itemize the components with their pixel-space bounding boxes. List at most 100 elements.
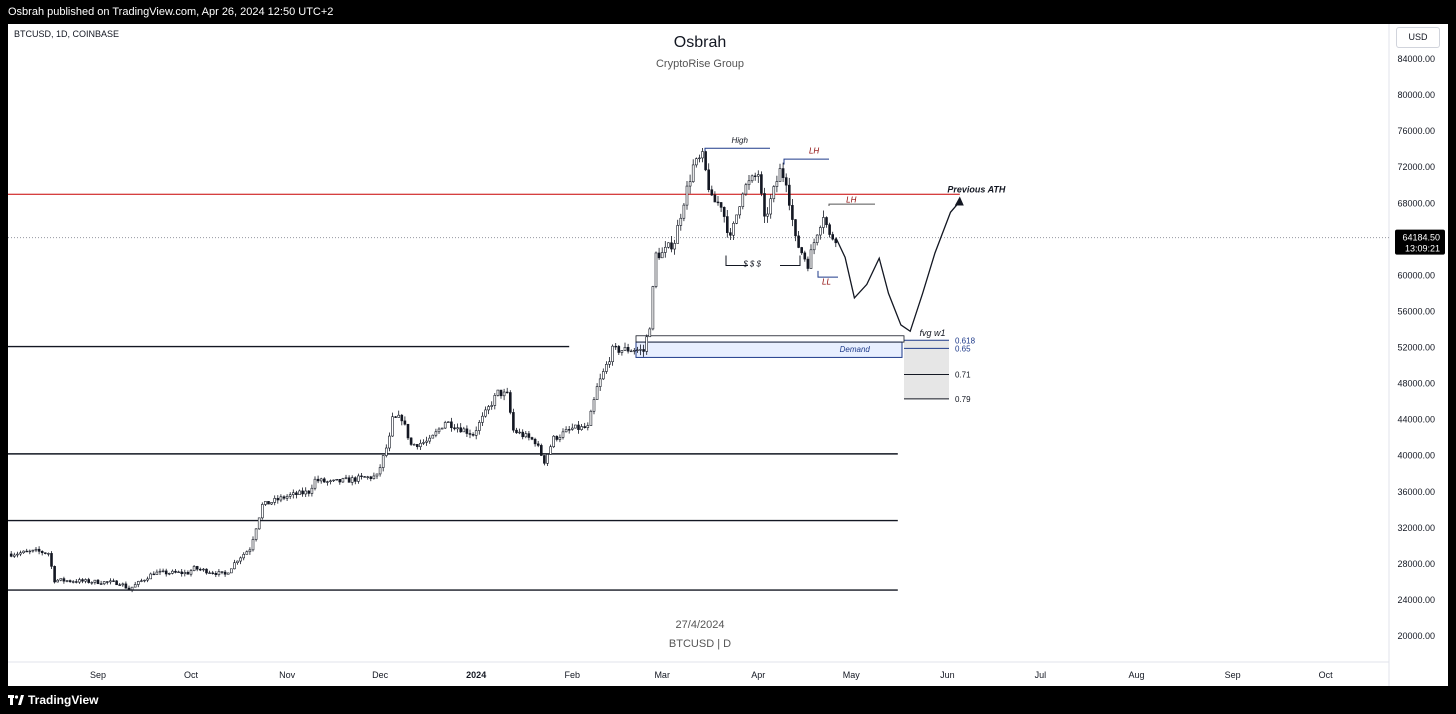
candle-body: [301, 490, 304, 495]
candle-body: [282, 496, 286, 499]
candle-body: [477, 422, 481, 431]
candle-body: [403, 420, 407, 425]
candle-body: [65, 580, 69, 582]
candle-body: [205, 568, 208, 574]
tradingview-logo[interactable]: TradingView: [8, 693, 98, 707]
candle-body: [806, 258, 810, 269]
candle-body: [605, 363, 608, 372]
liquidity-bracket-right: [780, 255, 801, 266]
price-tick-label: 72000.00: [1397, 162, 1435, 172]
candle-body: [753, 175, 757, 177]
candle-body: [546, 454, 549, 464]
candle-body: [465, 428, 469, 434]
candle-body: [357, 475, 360, 482]
candle-body: [155, 571, 159, 575]
tradingview-logo-icon: [8, 695, 24, 705]
candle-body: [722, 207, 726, 217]
price-tick-label: 20000.00: [1397, 631, 1435, 641]
candle-body: [552, 435, 556, 448]
candle-body: [183, 572, 187, 575]
candle-body: [812, 242, 816, 251]
watermark-symbol: BTCUSD | D: [668, 638, 732, 650]
candle-body: [195, 566, 199, 570]
candle-body: [93, 579, 97, 583]
annotation-label: fvg w1: [920, 328, 946, 338]
price-tick-label: 48000.00: [1397, 379, 1435, 389]
price-chart[interactable]: 84000.00 80000.00 76000.00 72000.00 68000.00…: [8, 24, 1448, 686]
candle-body: [586, 425, 590, 428]
candle-body: [493, 395, 497, 406]
candle-body: [412, 444, 416, 446]
time-tick-label: 2024: [466, 670, 486, 680]
candle-body: [71, 581, 75, 583]
candle-body: [707, 169, 711, 191]
candle-body: [797, 235, 800, 248]
annotation-label: High: [731, 136, 748, 145]
candle-body: [685, 185, 689, 206]
candle-body: [211, 572, 214, 574]
symbol-info: BTCUSD, 1D, COINBASE: [14, 29, 120, 39]
candle-body: [611, 345, 614, 363]
candle-body: [363, 476, 366, 478]
candle-body: [288, 494, 292, 497]
candle-body: [570, 427, 574, 430]
candle-body: [456, 427, 459, 430]
candle-body: [62, 578, 66, 582]
candle-body: [744, 184, 748, 195]
candle-body: [254, 528, 258, 540]
time-tick-label: Feb: [565, 670, 581, 680]
projection-path: [835, 201, 961, 333]
candle-body: [533, 438, 537, 445]
candle-body: [341, 478, 345, 483]
candle-body: [741, 193, 745, 207]
candle-body: [598, 378, 602, 387]
candle-body: [220, 571, 224, 573]
candle-body: [750, 175, 754, 182]
candle-body: [577, 424, 580, 430]
candle-body: [651, 286, 655, 330]
candle-body: [453, 427, 456, 430]
candle-body: [34, 548, 38, 551]
candle-body: [223, 571, 227, 575]
publish-info: Osbrah published on TradingView.com, Apr…: [8, 6, 334, 18]
candle-body: [676, 225, 680, 244]
chart-title: Osbrah: [673, 34, 727, 51]
candle-body: [322, 478, 326, 483]
candle-body: [146, 578, 149, 581]
candle-body: [295, 492, 298, 495]
candle-body: [828, 224, 831, 235]
currency-button[interactable]: USD: [1396, 27, 1440, 48]
candle-body: [592, 399, 596, 412]
candle-body: [648, 328, 652, 338]
candle-body: [431, 434, 435, 439]
price-tag: [1395, 229, 1445, 255]
time-tick-label: Jul: [1035, 670, 1047, 680]
candle-body: [31, 549, 35, 552]
candle-body: [704, 151, 707, 171]
candle-body: [642, 349, 645, 352]
candle-body: [168, 573, 171, 575]
candle-body: [344, 477, 348, 479]
candle-body: [16, 553, 19, 556]
footer: TradingView: [0, 686, 1456, 714]
candle-body: [561, 431, 565, 438]
candle-body: [809, 249, 813, 269]
candle-body: [818, 227, 822, 236]
candle-body: [118, 584, 121, 586]
candle-body: [822, 217, 825, 228]
candle-body: [419, 442, 422, 448]
candle-body: [291, 492, 295, 495]
candle-body: [549, 446, 552, 455]
candle-body: [242, 554, 245, 559]
candle-body: [437, 428, 441, 433]
candle-body: [527, 433, 531, 438]
candle-body: [434, 431, 438, 436]
candle-body: [617, 346, 621, 353]
chart-panel[interactable]: BTCUSD, 1D, COINBASE Osbrah CryptoRise G…: [8, 24, 1448, 686]
annotation-label: $ $ $: [742, 259, 761, 268]
candle-body: [772, 186, 776, 200]
fib-level-label: 0.79: [955, 395, 971, 404]
candle-body: [645, 336, 649, 352]
candle-body: [425, 440, 428, 443]
candle-body: [143, 579, 146, 582]
